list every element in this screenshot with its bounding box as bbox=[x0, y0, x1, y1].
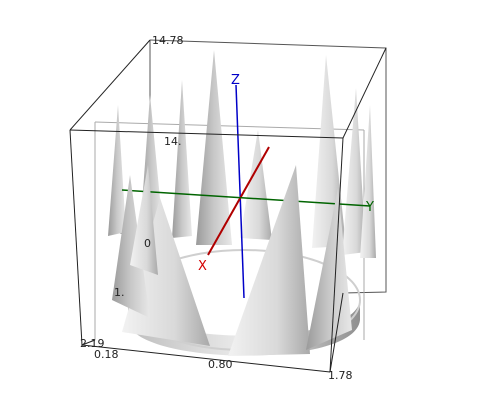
tick-label: 14.78 bbox=[152, 34, 184, 47]
tick-label: 1.78 bbox=[328, 369, 353, 382]
x-axis-line bbox=[207, 146, 270, 256]
spike bbox=[112, 175, 150, 318]
y-axis-label: Y bbox=[365, 200, 374, 215]
tick-label: 0 bbox=[144, 237, 151, 250]
y-axis-line bbox=[121, 189, 371, 207]
tick-label: 2.19 bbox=[80, 337, 105, 350]
spike bbox=[130, 165, 158, 275]
spike bbox=[108, 105, 126, 236]
spike bbox=[172, 80, 192, 238]
z-axis-label: Z bbox=[231, 73, 240, 88]
axes bbox=[121, 84, 371, 299]
tick-label: 14. bbox=[164, 135, 182, 148]
spike bbox=[196, 50, 232, 245]
tick-label: 0.80 bbox=[208, 358, 233, 371]
spike bbox=[360, 105, 376, 258]
z-axis-line bbox=[235, 84, 245, 299]
x-axis-label: X bbox=[198, 259, 207, 274]
surface-front-spikes bbox=[112, 165, 352, 356]
spike bbox=[228, 165, 310, 356]
tick-label: 1. bbox=[114, 286, 125, 299]
tick-label: 0.18 bbox=[94, 348, 119, 361]
spike bbox=[240, 130, 272, 240]
spike bbox=[342, 88, 366, 255]
bounding-box-front bbox=[69, 39, 387, 373]
